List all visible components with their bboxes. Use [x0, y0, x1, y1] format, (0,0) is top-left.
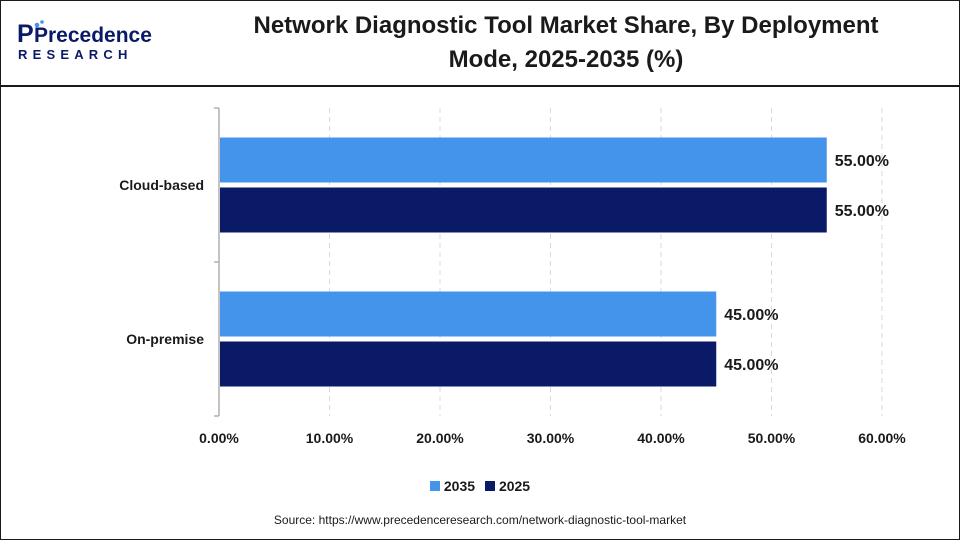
x-tick-labels: 0.00% 10.00% 20.00% 30.00% 40.00% 50.00% 60.00… [199, 430, 906, 446]
data-label-cloud-based-2035: 55.00% [835, 153, 889, 170]
data-label-on-premise-2025: 45.00% [724, 357, 778, 374]
chart-title-line2: Mode, 2025-2035 (%) [448, 46, 684, 73]
chart-title-line1: Network Diagnostic Tool Market Share, By… [253, 12, 879, 39]
bar-cloud-based-2025 [220, 187, 827, 233]
chart-title: Network Diagnostic Tool Market Share, By… [201, 9, 931, 77]
x-tick-label-5: 50.00% [748, 430, 796, 446]
axes [214, 107, 220, 417]
bars [220, 137, 827, 387]
bar-on-premise-2025 [220, 341, 717, 387]
y-tick-label-1: On-premise [126, 331, 204, 347]
data-labels: 55.00% 55.00% 45.00% 45.00% [724, 153, 889, 374]
y-tick-label-0: Cloud-based [119, 177, 204, 193]
data-label-on-premise-2035: 45.00% [724, 307, 778, 324]
legend-swatch-2035 [429, 481, 440, 491]
x-tick-label-1: 10.00% [306, 430, 354, 446]
x-tick-label-2: 20.00% [416, 430, 464, 446]
source-note: Source: https://www.precedenceresearch.c… [273, 513, 687, 527]
header: P Precedence RESEARCH Network Diagnostic… [1, 1, 959, 87]
svg-text:P: P [17, 20, 34, 48]
x-tick-label-3: 30.00% [527, 430, 575, 446]
x-tick-label-4: 40.00% [637, 430, 685, 446]
precedence-research-logo: P Precedence RESEARCH [17, 20, 152, 62]
x-tick-label-6: 60.00% [858, 430, 906, 446]
legend: 2035 2025 [0, 478, 960, 494]
legend-swatch-2025 [484, 481, 495, 491]
data-label-cloud-based-2025: 55.00% [835, 203, 889, 220]
x-tick-label-0: 0.00% [199, 430, 239, 446]
logo-main-text: Precedence [34, 24, 152, 47]
legend-item-2025: 2025 [484, 478, 531, 494]
logo-sub-text: RESEARCH [18, 47, 133, 62]
legend-label-2035: 2035 [443, 478, 476, 494]
bar-cloud-based-2035 [220, 137, 827, 183]
y-tick-labels: Cloud-based On-premise [119, 177, 204, 347]
bar-on-premise-2035 [220, 291, 717, 337]
legend-label-2025: 2025 [498, 478, 531, 494]
legend-item-2035: 2035 [429, 478, 476, 494]
